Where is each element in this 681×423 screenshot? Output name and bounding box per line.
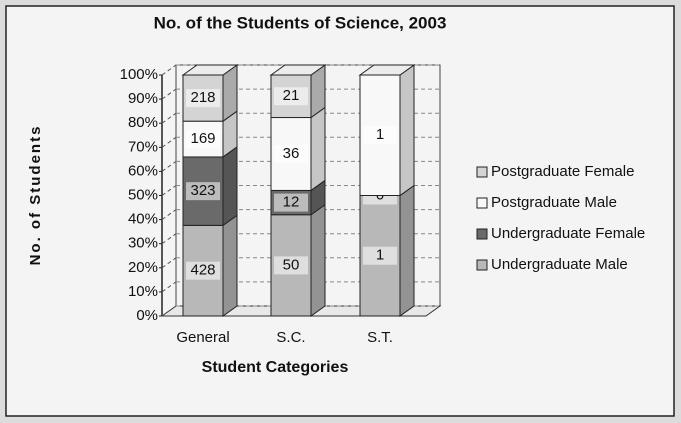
y-tick-label: 60%	[128, 162, 158, 179]
y-tick-label: 90%	[128, 90, 158, 107]
legend-swatch	[476, 228, 488, 240]
value-label-bg	[186, 261, 220, 280]
bar-side	[399, 184, 415, 317]
value-label-bg	[274, 144, 308, 163]
legend-swatch	[476, 197, 488, 209]
x-tick-label: General	[176, 329, 229, 346]
x-tick-label: S.C.	[276, 329, 305, 346]
y-tick-label: 30%	[128, 235, 158, 252]
legend-label: Undergraduate Male	[491, 256, 628, 273]
value-label: 169	[190, 130, 215, 147]
grid-line	[161, 112, 177, 124]
value-label: 218	[190, 89, 215, 106]
value-label-bg	[274, 87, 308, 106]
value-label: 1	[376, 126, 384, 143]
value-label-bg	[363, 246, 397, 265]
y-tick-label: 70%	[128, 138, 158, 155]
bar-side	[222, 214, 238, 317]
grid-line	[161, 233, 177, 245]
value-label: 50	[283, 256, 300, 273]
legend-swatch	[476, 166, 488, 178]
grid-line	[161, 64, 177, 76]
value-label: 21	[283, 87, 300, 104]
y-tick-label: 40%	[128, 211, 158, 228]
grid-line	[161, 305, 177, 317]
y-axis-label: No. of Students	[27, 125, 44, 266]
bar-side	[222, 145, 238, 227]
value-label-bg	[274, 256, 308, 275]
y-tick-label: 80%	[128, 114, 158, 131]
value-label: 323	[190, 182, 215, 199]
bar-top	[358, 64, 416, 76]
y-tick-label: 50%	[128, 186, 158, 203]
grid-line	[161, 88, 177, 100]
value-label: 12	[283, 194, 300, 211]
value-label-bg	[186, 182, 220, 201]
grid-line	[161, 209, 177, 221]
value-label-bg	[186, 89, 220, 108]
grid-line	[161, 185, 177, 196]
bar-side	[399, 64, 415, 197]
legend-label: Undergraduate Female	[491, 225, 645, 242]
value-label: 36	[283, 145, 300, 162]
bar-top	[269, 64, 327, 76]
x-tick-label: S.T.	[367, 329, 393, 346]
value-label: 1	[376, 247, 384, 264]
value-label-bg	[363, 126, 397, 145]
grid-line	[161, 136, 177, 148]
legend-label: Postgraduate Male	[491, 194, 617, 211]
y-tick-label: 20%	[128, 259, 158, 276]
chart-title: No. of the Students of Science, 2003	[154, 13, 447, 32]
y-tick-label: 0%	[136, 307, 158, 324]
grid-line	[161, 281, 177, 293]
bar-top	[181, 64, 239, 76]
bar-side	[310, 203, 326, 317]
grid-line	[161, 160, 177, 172]
legend-label: Postgraduate Female	[491, 163, 634, 180]
legend-swatch	[476, 259, 488, 271]
value-label-bg	[186, 130, 220, 149]
value-label-bg	[274, 193, 308, 212]
y-tick-label: 10%	[128, 283, 158, 300]
y-tick-label: 100%	[120, 66, 158, 83]
value-label: 428	[190, 262, 215, 279]
x-axis-label: Student Categories	[202, 359, 349, 376]
bar-side	[310, 106, 326, 192]
grid-line	[161, 257, 177, 269]
